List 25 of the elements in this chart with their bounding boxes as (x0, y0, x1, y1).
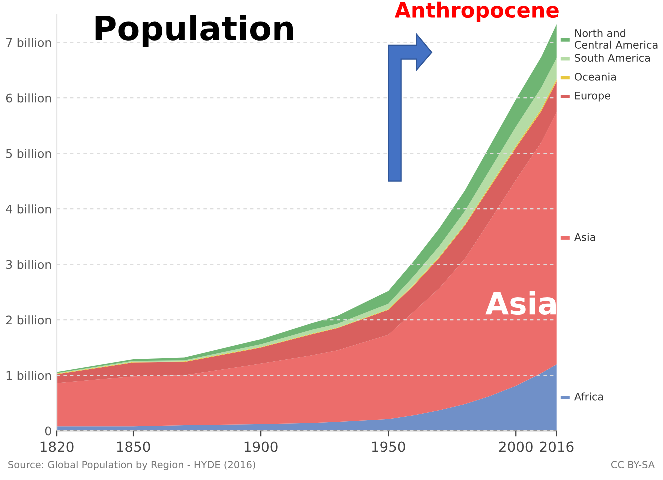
x-tick-label: 2000 (499, 442, 533, 452)
y-tick-label: 7 billion (6, 38, 52, 48)
chart-title: Population (96, 15, 294, 48)
y-tick-label: 3 billion (6, 260, 52, 270)
legend-label: North and Central America (575, 29, 658, 49)
annotation: Anthropocene (394, 2, 559, 22)
legend-label: Asia (574, 233, 596, 242)
legend-label: Africa (574, 392, 604, 401)
y-tick-label: 4 billion (6, 204, 52, 214)
x-tick-label: 1950 (372, 442, 406, 452)
x-tick-label: 1900 (244, 442, 278, 452)
y-tick-label: 6 billion (6, 94, 52, 103)
text: CC BY-SA (611, 461, 655, 469)
y-tick-label: 0 (45, 426, 52, 436)
legend-label: Europe (575, 92, 610, 102)
source-note: Source: Global Population by Region - HYDE (2016) (8, 460, 256, 470)
x-tick-label: 1820 (40, 442, 74, 452)
legend-label: South America (575, 54, 650, 62)
x-tick-label: 1850 (117, 442, 150, 452)
y-tick-label: 2 billion (6, 316, 52, 325)
y-tick-label: 5 billion (6, 149, 52, 158)
legend-label: Oceania (575, 72, 616, 81)
y-tick-label: 1 billion (6, 371, 52, 380)
x-tick-label: 2016 (540, 442, 574, 452)
annotation: Asia (486, 291, 556, 316)
